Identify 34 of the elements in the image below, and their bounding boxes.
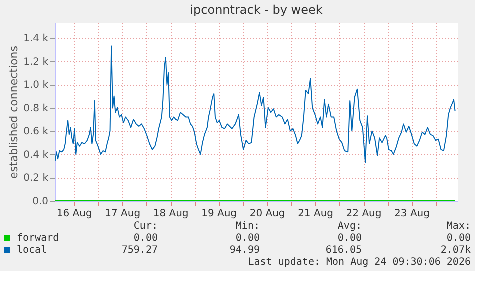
text: 0.00 [446,233,471,244]
text: 94.99 [230,245,260,256]
text: Min: [236,221,260,232]
x-tick-label: 18 Aug [153,208,189,220]
text: 616.05 [326,245,362,256]
text: 2.07k [440,245,471,256]
x-tick-label: 22 Aug [346,208,382,220]
text: Max: [446,221,471,232]
y-axis-title: established connections [8,46,21,179]
y-tick-label: 1.4 k [24,34,49,45]
x-tick-label: 20 Aug [250,208,286,220]
y-tick-label: 0.6 k [24,126,49,138]
line-series [55,46,456,164]
legend-label: local [17,245,48,256]
text: Cur: [134,221,158,232]
text: Last update: Mon Aug 24 09:30:06 2026 [248,257,471,268]
y-tick-label: 1.2 k [24,56,49,68]
x-tick-label: 21 Aug [298,208,334,220]
x-tick-label: 19 Aug [202,208,238,220]
text: 0.00 [134,233,158,244]
y-tick-label: 0.8 k [24,103,49,114]
text: 759.27 [122,245,158,256]
text: 0.00 [236,233,260,244]
text: Avg: [338,221,362,232]
x-tick-label: 16 Aug [56,208,92,220]
y-tick-label: 0.0 [32,196,48,208]
text: 0.00 [338,233,362,244]
chart-title: ipconntrack - by week [190,3,323,17]
y-tick-label: 0.2 k [24,173,49,184]
y-tick-label: 1.0 k [24,80,49,92]
legend-label: forward [17,233,60,244]
x-tick-label: 17 Aug [105,208,141,220]
x-tick-label: 23 Aug [394,208,430,220]
y-tick-label: 0.4 k [24,150,49,161]
